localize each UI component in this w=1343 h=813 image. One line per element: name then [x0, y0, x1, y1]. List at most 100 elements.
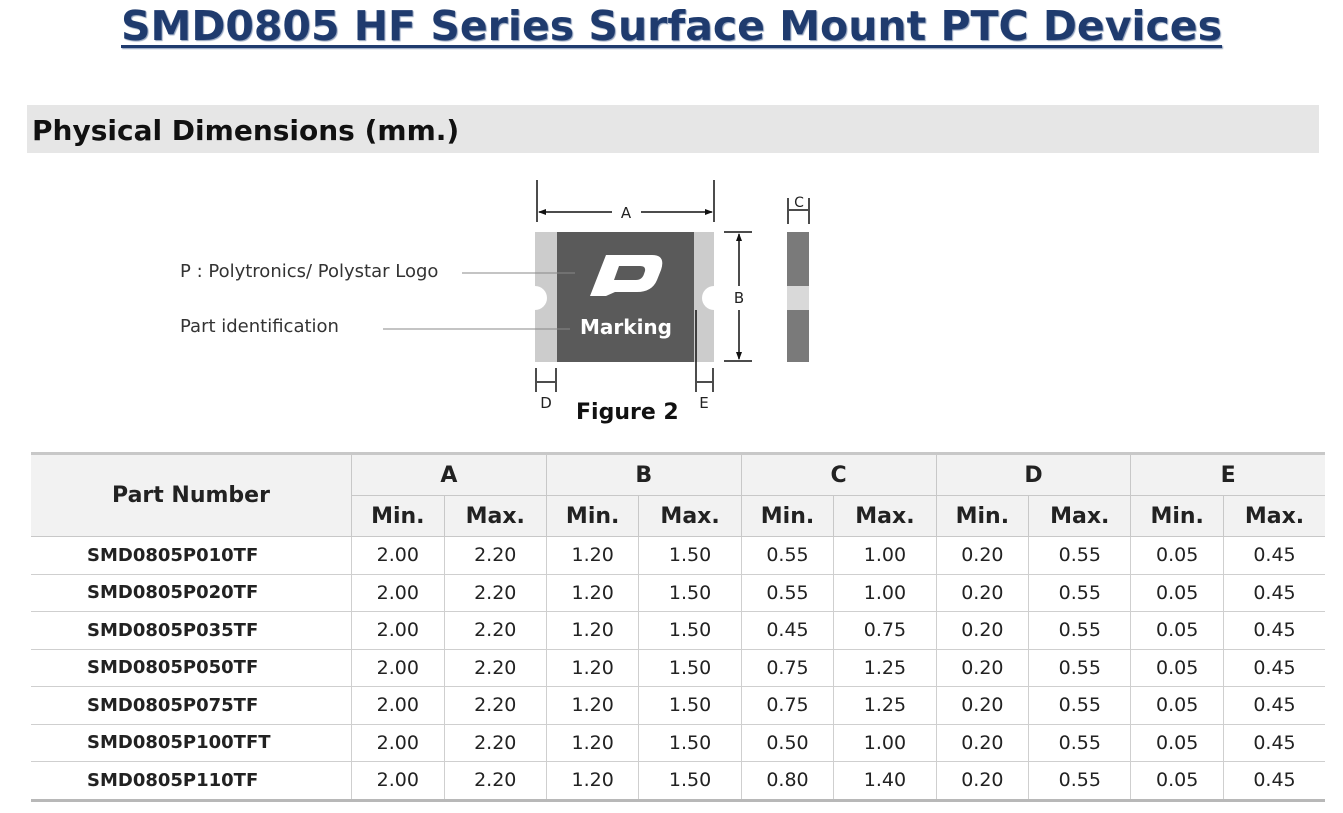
dim-e-label: E [699, 394, 708, 412]
dimension-cell: 2.00 [351, 536, 445, 575]
part-number-cell: SMD0805P100TFT [31, 724, 352, 762]
logo-label: P : Polytronics/ Polystar Logo [180, 261, 439, 282]
dim-a-label: A [621, 204, 632, 222]
dimension-cell: 1.50 [638, 686, 742, 725]
dimension-cell: 1.50 [638, 536, 742, 575]
table-body: SMD0805P010TF 2.00 2.20 1.20 1.50 0.55 1.00 0.2… [31, 536, 1325, 802]
dimension-cell: 2.00 [351, 724, 445, 762]
dimension-cell: 0.45 [1223, 649, 1325, 687]
dimension-cell: 0.75 [833, 611, 937, 650]
side-view-bottom [787, 310, 809, 362]
part-id-label: Part identification [180, 316, 339, 337]
dimension-cell: 1.50 [638, 649, 742, 687]
dimension-cell: 0.55 [1028, 686, 1131, 725]
dimension-cell: 1.50 [638, 611, 742, 650]
dimension-cell: 0.50 [740, 724, 834, 762]
dim-c-label: C [794, 195, 804, 211]
dimension-cell: 0.20 [935, 649, 1029, 687]
dimension-cell: 1.20 [545, 649, 639, 687]
dimension-cell: 0.75 [740, 649, 834, 687]
side-view-mid [787, 286, 809, 310]
min-header: Min. [351, 495, 445, 537]
min-header: Min. [545, 495, 639, 537]
dim-a-arrow-right [705, 209, 713, 215]
dim-d-label: D [540, 394, 552, 412]
dim-a-arrow-left [538, 209, 546, 215]
group-header-a: A [351, 452, 547, 496]
figure-caption: Figure 2 [576, 400, 679, 425]
table-row: SMD0805P010TF 2.00 2.20 1.20 1.50 0.55 1.00 0.2… [31, 536, 1325, 575]
dimension-cell: 0.45 [1223, 536, 1325, 575]
dim-b-arrow-top [736, 233, 742, 241]
dimension-cell: 0.20 [935, 574, 1029, 612]
dimension-cell: 0.05 [1130, 724, 1224, 762]
part-number-header: Part Number [31, 452, 352, 537]
part-number-cell: SMD0805P010TF [31, 536, 352, 575]
dimension-cell: 0.20 [935, 611, 1029, 650]
dimension-cell: 1.50 [638, 574, 742, 612]
chip-marking-text: Marking [580, 315, 672, 339]
dimension-cell: 0.05 [1130, 761, 1224, 802]
dimension-cell: 0.45 [1223, 611, 1325, 650]
dimension-cell: 0.05 [1130, 536, 1224, 575]
dimension-cell: 2.20 [443, 649, 547, 687]
dimension-cell: 2.20 [443, 611, 547, 650]
dimensions-table: Part Number A B C D E Min. Max. Min. Max… [31, 452, 1325, 802]
dim-b-arrow-bottom [736, 352, 742, 360]
dimension-cell: 0.45 [1223, 574, 1325, 612]
part-number-cell: SMD0805P110TF [31, 761, 352, 802]
table-row: SMD0805P100TFT 2.00 2.20 1.20 1.50 0.50 1.00 0.… [31, 724, 1325, 762]
dimension-cell: 0.45 [1223, 724, 1325, 762]
part-number-cell: SMD0805P035TF [31, 611, 352, 650]
dimension-cell: 2.00 [351, 611, 445, 650]
max-header: Max. [638, 495, 742, 537]
dimension-cell: 0.55 [1028, 611, 1131, 650]
logo-p-shape [590, 255, 663, 296]
dimension-cell: 1.20 [545, 761, 639, 802]
dimension-cell: 0.55 [1028, 649, 1131, 687]
chip-body [557, 232, 694, 362]
dimension-cell: 1.20 [545, 574, 639, 612]
section-title: Physical Dimensions (mm.) [32, 114, 460, 147]
dimension-cell: 0.55 [740, 536, 834, 575]
dimension-cell: 1.20 [545, 536, 639, 575]
dimension-cell: 0.55 [1028, 724, 1131, 762]
dimension-cell: 0.20 [935, 536, 1029, 575]
chip-notch-left [535, 286, 547, 310]
dim-b-label: B [734, 289, 744, 307]
dimension-cell: 1.25 [833, 686, 937, 725]
max-header: Max. [1223, 495, 1325, 537]
chip-notch-right [702, 286, 714, 310]
min-header: Min. [740, 495, 834, 537]
dimension-cell: 0.05 [1130, 649, 1224, 687]
dimension-cell: 1.00 [833, 574, 937, 612]
dimension-cell: 2.00 [351, 761, 445, 802]
group-header-b: B [545, 452, 742, 496]
dimension-cell: 0.80 [740, 761, 834, 802]
dimension-cell: 0.45 [1223, 686, 1325, 725]
dimension-cell: 0.05 [1130, 611, 1224, 650]
max-header: Max. [1028, 495, 1131, 537]
dimension-cell: 1.00 [833, 536, 937, 575]
dimension-cell: 1.40 [833, 761, 937, 802]
part-number-cell: SMD0805P050TF [31, 649, 352, 687]
dimension-cell: 0.05 [1130, 574, 1224, 612]
dimension-cell: 0.55 [1028, 536, 1131, 575]
dimension-cell: 0.05 [1130, 686, 1224, 725]
dimension-cell: 2.20 [443, 686, 547, 725]
dimension-cell: 2.20 [443, 536, 547, 575]
group-header-d: D [935, 452, 1131, 496]
dimension-cell: 1.00 [833, 724, 937, 762]
dimension-cell: 0.55 [740, 574, 834, 612]
dimension-cell: 0.45 [1223, 761, 1325, 802]
group-header-e: E [1130, 452, 1325, 496]
dimension-cell: 0.55 [1028, 574, 1131, 612]
page-title: SMD0805 HF Series Surface Mount PTC Devi… [121, 2, 1222, 50]
table-row: SMD0805P020TF 2.00 2.20 1.20 1.50 0.55 1.00 0.2… [31, 574, 1325, 612]
section-header: Physical Dimensions (mm.) [27, 105, 1319, 153]
dimension-cell: 2.00 [351, 574, 445, 612]
table-row: SMD0805P035TF 2.00 2.20 1.20 1.50 0.45 0.75 0.2… [31, 611, 1325, 650]
table-row: SMD0805P075TF 2.00 2.20 1.20 1.50 0.75 1.25 0.2… [31, 686, 1325, 725]
max-header: Max. [833, 495, 937, 537]
dimension-cell: 1.20 [545, 686, 639, 725]
